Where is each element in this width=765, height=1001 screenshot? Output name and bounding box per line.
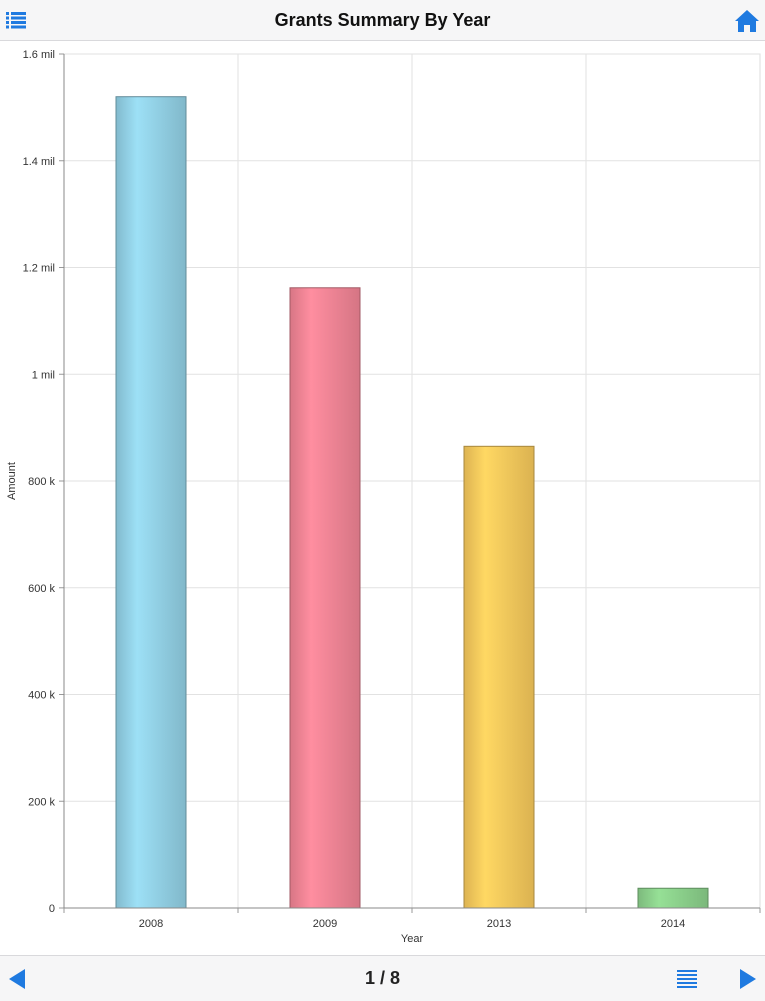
footer-bar: 1 / 8 [0,955,765,1001]
y-tick-label: 600 k [28,583,55,595]
bar-2008[interactable] [115,96,187,909]
bar-2009[interactable] [289,287,361,909]
x-tick-label: 2008 [139,918,163,930]
triangle-left-icon[interactable] [8,968,26,990]
lines-icon[interactable] [677,969,697,989]
page-indicator: 1 / 8 [364,968,401,988]
x-tick-label: 2009 [313,918,337,930]
x-tick-label: 2013 [487,918,511,930]
bar-2014[interactable] [637,887,709,909]
y-tick-label: 1.2 mil [23,263,55,275]
bar-chart: 0 200 k 400 k 600 k 800 k 1 mil 1.2 mil 1.4 mil… [6,49,761,945]
bars [115,96,709,909]
y-axis-label: Amount [6,462,18,500]
y-tick-label: 1.4 mil [23,156,55,168]
y-tick-label: 400 k [28,690,55,702]
header-bar: Grants Summary By Year [0,0,765,41]
x-tick-label: 2014 [661,918,685,930]
y-tick-label: 200 k [28,796,55,808]
axes: 0 200 k 400 k 600 k 800 k 1 mil 1.2 mil 1.4 mil… [23,49,761,930]
y-tick-label: 0 [49,903,55,915]
list-icon[interactable] [6,11,26,29]
page-title: Grants Summary By Year [274,10,491,30]
y-tick-label: 1 mil [32,369,55,381]
y-tick-label: 1.6 mil [23,49,55,61]
bar-2013[interactable] [463,445,535,909]
chart-area: 0 200 k 400 k 600 k 800 k 1 mil 1.2 mil 1.4 mil… [0,41,765,955]
x-axis-label: Year [401,933,424,945]
y-tick-label: 800 k [28,476,55,488]
home-icon[interactable] [734,9,760,33]
triangle-right-icon[interactable] [739,968,757,990]
